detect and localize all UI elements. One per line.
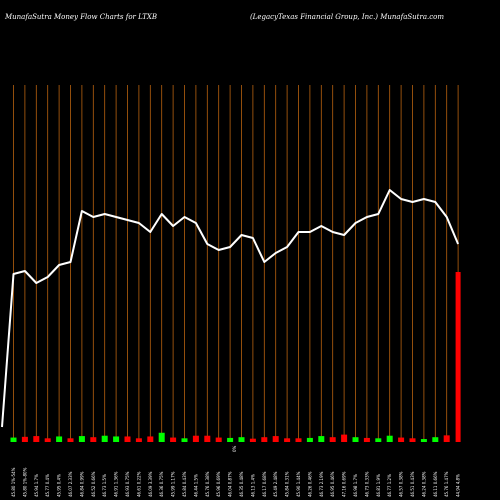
x-tick-label: 46.73 2.19%: [319, 471, 324, 497]
x-tick-label: 46.57 0.38%: [399, 471, 404, 497]
volume-bar: [409, 438, 416, 442]
x-tick-label: 45.80 1%-80%: [22, 467, 27, 497]
volume-bar: [398, 437, 405, 442]
gridlines: [13, 85, 459, 442]
x-tick-label: 45.76 0.38%: [205, 471, 210, 497]
volume-bar: [238, 437, 245, 442]
x-tick-label: 46.93 0.75%: [125, 471, 130, 497]
x-tick-label: 0%: [232, 445, 237, 452]
x-tick-label: 46.98 1.7%: [353, 474, 358, 497]
volume-bar: [249, 438, 256, 442]
volume-bar: [272, 436, 279, 442]
x-tick-label: 46.61 0.22%: [136, 471, 141, 497]
volume-bar: [284, 438, 291, 442]
volume-bar: [21, 436, 28, 442]
x-tick-label: 45.96 0.69%: [216, 471, 221, 497]
x-tick-label: 46.07 2.33%: [68, 471, 73, 497]
volume-bar: [455, 272, 461, 442]
x-tick-label: 45.80 1%-54%: [11, 467, 16, 497]
x-tick-label: 47.16 0.69%: [342, 471, 347, 497]
volume-bar: [10, 437, 17, 442]
x-tick-label: 46.11 0.66%: [433, 471, 438, 497]
chart-subtitle: (LegacyTexas Financial Group, Inc.) Muna…: [249, 13, 444, 21]
volume-bar: [101, 435, 108, 442]
x-tick-label: 45.90 1.44%: [296, 471, 301, 497]
volume-bar: [113, 436, 120, 442]
volume-bar: [192, 435, 199, 442]
volume-bar: [375, 438, 382, 442]
volume-bar: [386, 435, 393, 442]
volume-bar: [261, 437, 268, 442]
x-tick-label: 46.09 3.39%: [148, 471, 153, 497]
volume-bar: [90, 437, 97, 442]
x-tick-label: 46.84 0.99%: [79, 471, 84, 497]
x-tick-label: 45.76 1.47%: [444, 471, 449, 497]
x-tick-label: 44.94 4.8%: [456, 474, 461, 497]
x-tick-label: 45.77 0.4%: [45, 474, 50, 497]
x-tick-label: 45.94 1.7%: [34, 474, 39, 497]
volume-bar: [352, 437, 359, 442]
x-tick-label: 46.73 1.5%: [102, 474, 107, 497]
volume-bar: [181, 438, 188, 442]
volume-bar: [215, 437, 222, 442]
money-flow-line-group: [1, 189, 460, 428]
x-tick-label: 46.13 1.4%: [250, 474, 255, 497]
volume-bar: [329, 437, 336, 442]
volume-bar: [78, 436, 85, 442]
volume-bar: [44, 438, 51, 442]
x-tick-label: 46.52 0.66%: [91, 471, 96, 497]
volume-bar: [56, 436, 63, 442]
volume-bar: [33, 436, 40, 442]
x-tick-label: 46.44 1.5%: [193, 474, 198, 497]
x-tick-label: 46.17 0.68%: [262, 471, 267, 497]
volume-bar: [341, 434, 348, 442]
x-tick-label: 46.95 0.46%: [330, 471, 335, 497]
x-tick-label: 46.77 1.2%: [387, 474, 392, 497]
x-tick-label: 46.26 0.46%: [307, 471, 312, 497]
volume-bar: [318, 436, 325, 442]
volume-bar: [147, 436, 154, 442]
x-tick-label: 45.84 0.43%: [182, 471, 187, 497]
x-tick-label: 45.49 2.48%: [273, 471, 278, 497]
volume-bar: [158, 432, 165, 442]
volume-bar: [204, 435, 211, 442]
volume-bars: [10, 272, 461, 442]
x-tick-label: 46.36 0.75%: [159, 471, 164, 497]
x-tick-label: 46.24 0.38%: [421, 471, 426, 497]
x-tick-label: 46.35 0.48%: [239, 471, 244, 497]
volume-bar: [170, 437, 177, 442]
volume-bar: [363, 437, 370, 442]
volume-bar: [306, 437, 313, 442]
volume-bar: [67, 438, 74, 442]
chart-title: MunafaSutra Money Flow Charts for LTXB: [5, 13, 157, 21]
x-tick-label: 45.95 0.4%: [57, 474, 62, 497]
x-tick-label: 45.99 1.17%: [171, 471, 176, 497]
x-tick-label: 46.73 0.33%: [364, 471, 369, 497]
volume-bar: [432, 437, 439, 442]
x-tick-label: 46.51 0.43%: [410, 471, 415, 497]
money-flow-line: [1, 189, 460, 428]
x-axis-labels: 45.80 1%-54% 45.80 1%-80% 45.94 1.7% 45.77 …: [11, 445, 461, 497]
x-tick-label: 46.91 1.36%: [114, 471, 119, 497]
volume-bar: [124, 436, 131, 442]
volume-bar: [420, 439, 427, 442]
volume-bar: [135, 438, 142, 442]
x-tick-label: 45.84 0.31%: [285, 471, 290, 497]
volume-bar: [295, 438, 302, 442]
volume-bar: [443, 435, 450, 442]
x-tick-label: 46.04 0.87%: [228, 471, 233, 497]
x-tick-label: 46.81 1.9%: [376, 474, 381, 497]
volume-bar: [227, 437, 234, 442]
